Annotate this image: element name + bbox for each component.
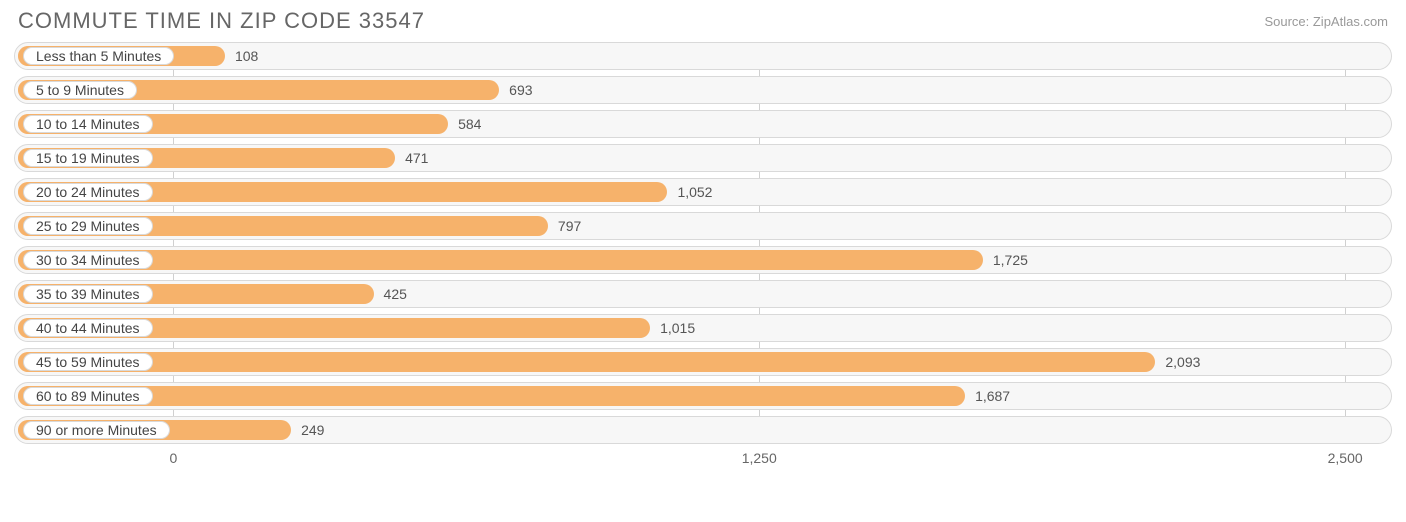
category-label: 30 to 34 Minutes	[23, 251, 153, 269]
value-label: 797	[558, 213, 581, 239]
chart-header: COMMUTE TIME IN ZIP CODE 33547 Source: Z…	[0, 0, 1406, 38]
value-label: 1,687	[975, 383, 1010, 409]
value-label: 471	[405, 145, 428, 171]
chart-row: 30 to 34 Minutes 1,725	[14, 246, 1392, 274]
bar-fill	[18, 386, 965, 406]
chart-row: 60 to 89 Minutes 1,687	[14, 382, 1392, 410]
bar-fill	[18, 352, 1155, 372]
chart-row: 10 to 14 Minutes 584	[14, 110, 1392, 138]
category-label: 20 to 24 Minutes	[23, 183, 153, 201]
category-label: 10 to 14 Minutes	[23, 115, 153, 133]
x-axis: 0 1,250 2,500	[14, 450, 1392, 472]
axis-tick: 1,250	[742, 450, 777, 466]
category-label: 15 to 19 Minutes	[23, 149, 153, 167]
chart-row: 15 to 19 Minutes 471	[14, 144, 1392, 172]
chart-row: 90 or more Minutes 249	[14, 416, 1392, 444]
category-label: 90 or more Minutes	[23, 421, 170, 439]
chart-row: 20 to 24 Minutes 1,052	[14, 178, 1392, 206]
chart-row: 5 to 9 Minutes 693	[14, 76, 1392, 104]
chart-title: COMMUTE TIME IN ZIP CODE 33547	[18, 8, 425, 34]
category-label: Less than 5 Minutes	[23, 47, 174, 65]
category-label: 60 to 89 Minutes	[23, 387, 153, 405]
category-label: 40 to 44 Minutes	[23, 319, 153, 337]
chart-row: 40 to 44 Minutes 1,015	[14, 314, 1392, 342]
category-label: 35 to 39 Minutes	[23, 285, 153, 303]
category-label: 5 to 9 Minutes	[23, 81, 137, 99]
axis-tick: 0	[169, 450, 177, 466]
value-label: 584	[458, 111, 481, 137]
bar-fill	[18, 250, 983, 270]
value-label: 693	[509, 77, 532, 103]
chart-area: Less than 5 Minutes 108 5 to 9 Minutes 693 1…	[0, 38, 1406, 472]
chart-row: 45 to 59 Minutes 2,093	[14, 348, 1392, 376]
value-label: 1,052	[677, 179, 712, 205]
value-label: 2,093	[1165, 349, 1200, 375]
chart-row: 25 to 29 Minutes 797	[14, 212, 1392, 240]
axis-tick: 2,500	[1328, 450, 1363, 466]
value-label: 425	[384, 281, 407, 307]
chart-row: Less than 5 Minutes 108	[14, 42, 1392, 70]
category-label: 25 to 29 Minutes	[23, 217, 153, 235]
chart-source: Source: ZipAtlas.com	[1264, 14, 1388, 29]
value-label: 1,015	[660, 315, 695, 341]
value-label: 108	[235, 43, 258, 69]
value-label: 249	[301, 417, 324, 443]
chart-row: 35 to 39 Minutes 425	[14, 280, 1392, 308]
category-label: 45 to 59 Minutes	[23, 353, 153, 371]
value-label: 1,725	[993, 247, 1028, 273]
